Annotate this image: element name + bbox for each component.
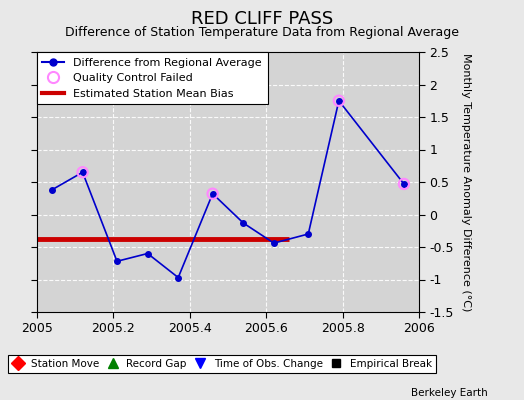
Legend: Station Move, Record Gap, Time of Obs. Change, Empirical Break: Station Move, Record Gap, Time of Obs. C… <box>8 355 436 373</box>
Point <box>335 98 343 104</box>
Point <box>400 181 408 187</box>
Y-axis label: Monthly Temperature Anomaly Difference (°C): Monthly Temperature Anomaly Difference (… <box>461 53 471 311</box>
Point <box>209 190 217 197</box>
Text: RED CLIFF PASS: RED CLIFF PASS <box>191 10 333 28</box>
Text: Berkeley Earth: Berkeley Earth <box>411 388 487 398</box>
Legend: Difference from Regional Average, Quality Control Failed, Estimated Station Mean: Difference from Regional Average, Qualit… <box>37 52 268 104</box>
Text: Difference of Station Temperature Data from Regional Average: Difference of Station Temperature Data f… <box>65 26 459 39</box>
Point <box>79 169 87 176</box>
